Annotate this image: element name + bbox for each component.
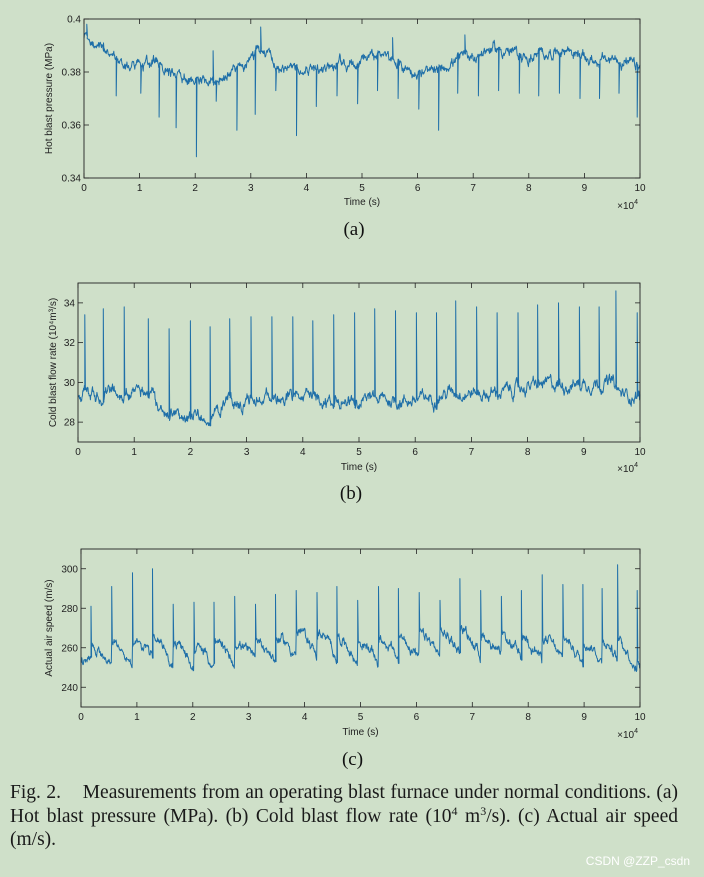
- caption-sup-2: 3: [480, 803, 487, 818]
- x-axis-multiplier: ×104: [617, 462, 638, 475]
- caption-text-2: m: [457, 805, 481, 827]
- series-line-cold-blast-flow-rate: [77, 290, 641, 427]
- x-tick-label: 6: [414, 712, 420, 723]
- axes-box: [80, 548, 641, 708]
- caption-sup-1: 4: [451, 803, 458, 818]
- y-tick-label: 280: [61, 604, 78, 615]
- y-tick-label: 260: [61, 643, 78, 654]
- panel-label: (a): [343, 219, 364, 240]
- x-tick-label: 9: [581, 712, 587, 723]
- x-tick-label: 8: [526, 183, 532, 194]
- x-tick-label: 10: [634, 712, 646, 723]
- y-tick-label: 0.4: [67, 15, 81, 26]
- x-tick-label: 5: [358, 712, 364, 723]
- x-tick-label: 5: [359, 183, 365, 194]
- y-tick-label: 0.38: [62, 68, 82, 79]
- y-tick-label: 30: [64, 378, 76, 389]
- x-axis-label: Time (s): [342, 727, 378, 738]
- x-tick-label: 0: [75, 447, 81, 458]
- x-tick-label: 3: [244, 447, 250, 458]
- x-tick-label: 10: [634, 183, 646, 194]
- y-tick-label: 0.36: [62, 121, 82, 132]
- y-tick-label: 240: [61, 683, 78, 694]
- y-tick-label: 300: [61, 564, 78, 575]
- x-axis-multiplier: ×104: [617, 199, 638, 212]
- axes-box: [77, 282, 641, 443]
- panel-label: (c): [342, 749, 363, 770]
- y-tick-label: 32: [64, 338, 76, 349]
- x-tick-label: 0: [78, 712, 84, 723]
- x-tick-label: 4: [300, 447, 306, 458]
- x-tick-label: 5: [356, 447, 362, 458]
- x-tick-label: 3: [248, 183, 254, 194]
- x-tick-label: 4: [302, 712, 308, 723]
- x-tick-label: 6: [415, 183, 421, 194]
- x-tick-label: 1: [137, 183, 143, 194]
- caption-fig-label: Fig. 2.: [10, 782, 61, 803]
- y-tick-label: 0.34: [62, 174, 82, 185]
- x-tick-label: 7: [469, 447, 475, 458]
- x-tick-label: 8: [525, 447, 531, 458]
- x-axis-label: Time (s): [341, 462, 377, 473]
- watermark: CSDN @ZZP_csdn: [585, 854, 690, 868]
- x-tick-label: 0: [81, 183, 87, 194]
- series-line-hot-blast-pressure: [83, 23, 641, 158]
- y-axis-label: Hot blast pressure (MPa): [44, 43, 55, 154]
- axes-box: [83, 18, 641, 179]
- x-tick-label: 1: [131, 447, 137, 458]
- x-axis-multiplier: ×104: [617, 728, 638, 741]
- x-tick-label: 10: [634, 447, 646, 458]
- x-tick-label: 4: [304, 183, 310, 194]
- x-tick-label: 3: [246, 712, 252, 723]
- x-tick-label: 7: [470, 712, 476, 723]
- x-tick-label: 7: [470, 183, 476, 194]
- x-tick-label: 1: [134, 712, 140, 723]
- panel-label: (b): [340, 483, 362, 504]
- series-line-actual-air-speed: [80, 564, 641, 672]
- x-axis-label: Time (s): [344, 197, 380, 208]
- caption-text-3: /s). (c) Actual air speed (m/s).: [10, 805, 678, 851]
- y-tick-label: 34: [64, 298, 76, 309]
- caption-text-1: Measurements from an operating blast fur…: [10, 782, 679, 827]
- y-axis-label: Cold blast flow rate (10⁴m³/s): [48, 298, 59, 427]
- x-tick-label: 2: [190, 712, 196, 723]
- x-tick-label: 9: [581, 447, 587, 458]
- x-tick-label: 6: [412, 447, 418, 458]
- chart-panel-actual-air-speed: 0 1 2 3 4 5 6 7 8 9 10 240 260 280 300 Time (s) ×104 Actu…: [44, 548, 646, 770]
- y-axis-label: Actual air speed (m/s): [44, 579, 55, 676]
- y-tick-label: 28: [64, 418, 76, 429]
- x-tick-label: 2: [188, 447, 194, 458]
- figure-caption: Fig. 2. Measurements from an operating b…: [10, 781, 678, 852]
- chart-panel-hot-blast-pressure: 0 1 2 3 4 5 6 7 8 9 10 0.34 0.36 0.38 0.4 Time (s) ×104 H…: [44, 15, 646, 241]
- x-tick-label: 8: [525, 712, 531, 723]
- x-tick-label: 9: [582, 183, 588, 194]
- x-tick-label: 2: [192, 183, 198, 194]
